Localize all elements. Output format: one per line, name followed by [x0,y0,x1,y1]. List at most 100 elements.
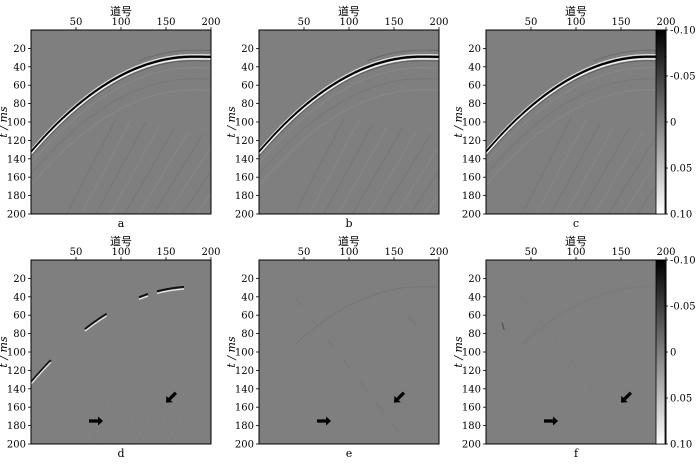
x-tick-label: 150 [611,247,630,258]
event-precursor [138,49,211,62]
x-axis-label: 道号 [338,4,360,18]
x-tick-label: 50 [298,247,311,258]
panel-content [294,286,439,434]
arrow-right-icon [89,416,103,426]
x-tick-label: 100 [566,247,585,258]
y-tick-label: 80 [468,99,481,110]
x-tick-label: 150 [611,17,630,28]
arrow-shape [394,391,406,403]
y-tick-label: 100 [7,348,26,359]
panel-label: e [346,447,353,460]
x-tick-label: 200 [429,247,448,258]
residual-noise [133,397,161,444]
y-tick-label: 80 [13,329,26,340]
residual-segment [84,312,108,330]
x-tick-label: 50 [70,17,83,28]
residual-noise [570,359,579,370]
y-tick-label: 100 [462,348,481,359]
residual-noise [310,317,319,328]
residual-noise [149,397,178,444]
y-tick-label: 180 [462,191,481,202]
y-tick-label: 60 [468,81,481,92]
y-tick-label: 140 [7,154,26,165]
colorbar-bar [655,29,666,215]
event-main-trough [259,55,439,153]
linear-noise [579,128,630,214]
event-side-lobe [486,54,666,151]
x-tick-label: 50 [298,17,311,28]
x-tick-label: 50 [525,247,538,258]
colorbar-tick-label: 0.10 [670,440,692,451]
panel-label: b [345,217,352,230]
linear-noise [153,133,204,214]
secondary-event [259,89,439,186]
y-tick-label: 80 [468,329,481,340]
residual-noise [165,397,194,444]
panel-label: c [573,217,579,230]
arrow-right-icon [544,416,558,426]
y-tick-label: 140 [462,384,481,395]
y-tick-label: 120 [235,136,254,147]
residual-trace [294,286,439,345]
panel-background [31,260,211,444]
y-tick-label: 140 [235,384,254,395]
residual-segment [138,293,149,299]
event-main-peak [259,58,439,155]
y-tick-label: 200 [462,210,481,221]
colorbar-tick-label: -0.05 [670,72,696,83]
colorbar-tick-label: -0.05 [670,302,696,313]
linear-noise [309,119,360,214]
event-main-peak [486,58,666,155]
linear-noise [138,130,189,214]
arrow-down-left-icon [394,391,406,403]
event-tail [259,60,439,157]
y-tick-label: 20 [241,274,254,285]
linear-noise [608,133,659,214]
linear-noise [66,117,117,214]
linear-noise [536,119,587,214]
panel-background [259,260,439,444]
linear-noise [181,169,211,214]
secondary-event [31,78,211,175]
x-axis-label: 道号 [338,234,360,248]
residual-noise [327,338,335,349]
residual-noise [117,397,145,444]
secondary-event [31,89,211,186]
y-tick-label: 120 [235,366,254,377]
y-tick-label: 120 [7,366,26,377]
y-tick-label: 120 [462,136,481,147]
event-side-lobe [31,54,211,151]
residual-noise [375,402,384,413]
linear-noise [352,128,403,214]
residual-noise [602,402,611,413]
x-tick-label: 200 [656,247,675,258]
y-tick-label: 60 [241,311,254,322]
linear-noise [381,133,432,214]
y-axis-label: t / ms [452,336,465,368]
panel-label: d [117,447,124,460]
y-tick-label: 100 [7,118,26,129]
residual-noise [537,317,546,328]
linear-noise [323,122,374,214]
panel-label: a [118,217,125,230]
x-tick-label: 200 [656,17,675,28]
event-main-peak [31,58,211,155]
residual-noise [586,381,595,391]
y-axis-label: t / ms [225,106,238,138]
panel-label: f [574,447,579,460]
y-tick-label: 180 [7,421,26,432]
x-tick-label: 150 [384,247,403,258]
panel-e: 道号 50 100 150 200 20 40 60 80 100 120 140 160 180 200 t… [225,234,449,460]
secondary-event [486,67,666,164]
event-precursor [593,49,666,62]
y-axis-label: t / ms [452,106,465,138]
secondary-event [31,67,211,164]
arrow-shape [621,391,633,403]
y-tick-label: 140 [7,384,26,395]
y-tick-label: 200 [7,210,26,221]
residual-segment [156,286,185,293]
residual-noise [391,423,400,434]
panel-content [486,49,666,214]
secondary-event [486,78,666,175]
linear-noise [395,145,439,214]
